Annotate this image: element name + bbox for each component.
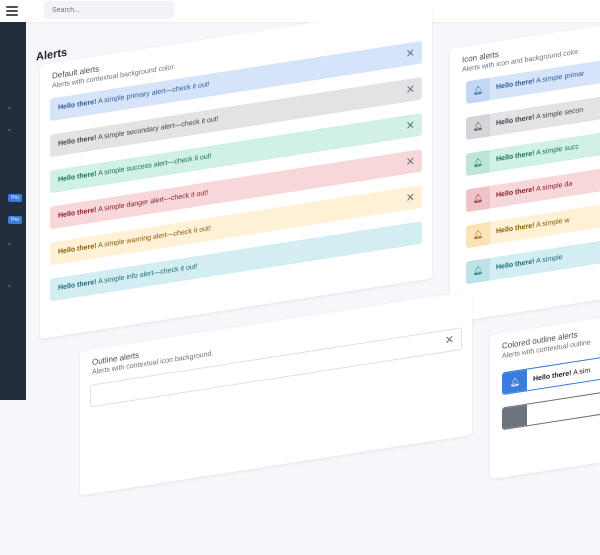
close-icon[interactable]: ✕ [405, 119, 415, 133]
colored-outline-alerts-card: Colored outline alerts Alerts with conte… [490, 313, 600, 480]
chevron-down-icon[interactable]: ⌄ [6, 238, 13, 247]
close-icon[interactable]: ✕ [405, 191, 415, 206]
pro-badge: Pro [8, 216, 22, 224]
content-area: Alerts Default alerts Alerts with contex… [36, 4, 600, 431]
chevron-down-icon[interactable]: ⌄ [6, 124, 13, 133]
chevron-up-icon[interactable]: ⌃ [6, 284, 13, 293]
bell-icon: 🔔︎ [466, 77, 490, 105]
close-icon[interactable]: ✕ [405, 83, 415, 97]
icon-alerts-card: Icon alerts Alerts with icon and backgro… [450, 24, 600, 323]
chevron-down-icon[interactable]: ⌄ [6, 102, 13, 111]
default-alerts-card: Default alerts Alerts with contextual ba… [40, 4, 432, 340]
bell-icon: 🔔︎ [466, 113, 490, 141]
close-icon[interactable]: ✕ [405, 155, 415, 170]
bell-icon: 🔔︎ [503, 369, 527, 394]
menu-icon[interactable] [6, 6, 18, 16]
topbar [0, 0, 600, 22]
bell-icon: 🔔︎ [466, 185, 490, 213]
close-icon[interactable]: ✕ [444, 333, 454, 348]
bell-icon [503, 404, 527, 429]
bell-icon: 🔔︎ [466, 149, 490, 177]
bell-icon: 🔔︎ [466, 221, 490, 249]
search-input[interactable] [44, 1, 174, 19]
close-icon[interactable]: ✕ [405, 47, 415, 61]
bell-icon: 🔔︎ [466, 257, 490, 285]
pro-badge: Pro [8, 194, 22, 202]
sidebar: ⌄ ⌄ Pro Pro ⌄ ⌃ [0, 0, 26, 400]
